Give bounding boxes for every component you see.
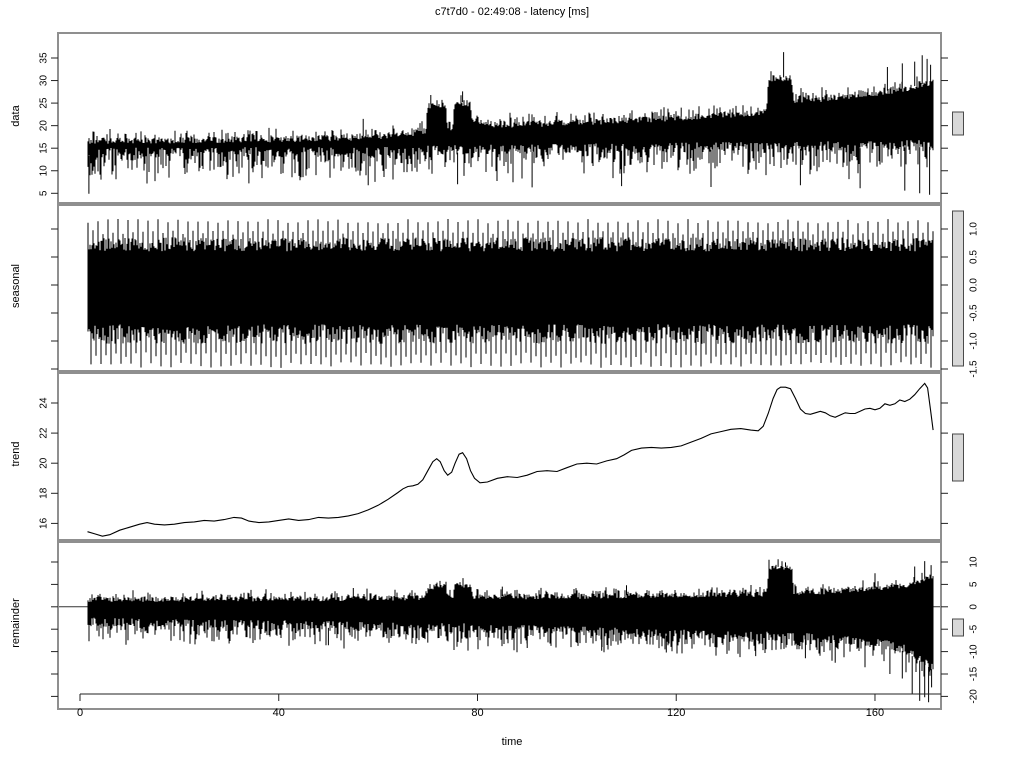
panel-data: 5 10 15 20 25 30 35 — [39, 32, 964, 204]
y-tick-label: 30 — [39, 75, 50, 87]
panel-label-seasonal: seasonal — [10, 263, 22, 309]
y-tick-label: 5 — [969, 581, 980, 587]
panel-label-data: data — [10, 105, 22, 127]
panel-seasonal: -1.5 -1.0 -0.5 0.0 0.5 1.0 — [51, 204, 980, 378]
x-tick-label: 40 — [273, 707, 285, 719]
seasonal-series — [87, 219, 934, 368]
y-tick-label: 10 — [969, 556, 980, 568]
panel-remainder: -20 -15 -10 -5 0 5 10 — [51, 541, 980, 710]
x-axis: 0 40 80 120 160 — [77, 693, 941, 719]
y-tick-label: -15 — [969, 666, 980, 681]
y-tick-label: 22 — [39, 427, 50, 439]
x-tick-label: 120 — [667, 707, 685, 719]
panel-label-remainder: remainder — [10, 598, 22, 648]
trend-line — [87, 382, 934, 537]
x-tick-label: 80 — [471, 707, 483, 719]
y-tick-label: -5 — [969, 624, 980, 633]
data-series — [87, 52, 934, 195]
y-tick-label: -1.0 — [969, 332, 980, 350]
x-tick-label: 0 — [77, 707, 83, 719]
y-tick-label: 5 — [39, 190, 50, 196]
y-tick-label: 20 — [39, 120, 50, 132]
y-tick-label: 24 — [39, 397, 50, 409]
y-tick-label: 10 — [39, 165, 50, 177]
y-tick-label: 35 — [39, 52, 50, 64]
scale-bar — [952, 433, 964, 482]
y-tick-label: -20 — [969, 689, 980, 704]
y-tick-label: 15 — [39, 142, 50, 154]
panel-trend: 16 18 20 22 24 — [39, 372, 964, 541]
x-axis-title: time — [501, 736, 523, 748]
y-tick-label: 0 — [969, 604, 980, 610]
y-tick-label: 25 — [39, 97, 50, 109]
y-tick-label: -1.5 — [969, 360, 980, 378]
remainder-series — [87, 559, 934, 703]
figure-title: c7t7d0 - 02:49:08 - latency [ms] — [434, 6, 590, 18]
y-tick-label: -10 — [969, 644, 980, 659]
y-tick-label: 18 — [39, 487, 50, 499]
y-tick-label: 0.0 — [969, 278, 980, 292]
y-tick-label: 1.0 — [969, 222, 980, 236]
y-tick-label: 20 — [39, 457, 50, 469]
panel-label-trend: trend — [10, 441, 22, 467]
scale-bar — [952, 111, 964, 136]
scale-bar — [952, 210, 964, 367]
scale-bar — [952, 618, 964, 637]
panel-box — [57, 372, 942, 541]
y-tick-label: -0.5 — [969, 304, 980, 322]
y-tick-label: 0.5 — [969, 250, 980, 264]
y-tick-label: 16 — [39, 517, 50, 529]
x-tick-label: 160 — [866, 707, 884, 719]
